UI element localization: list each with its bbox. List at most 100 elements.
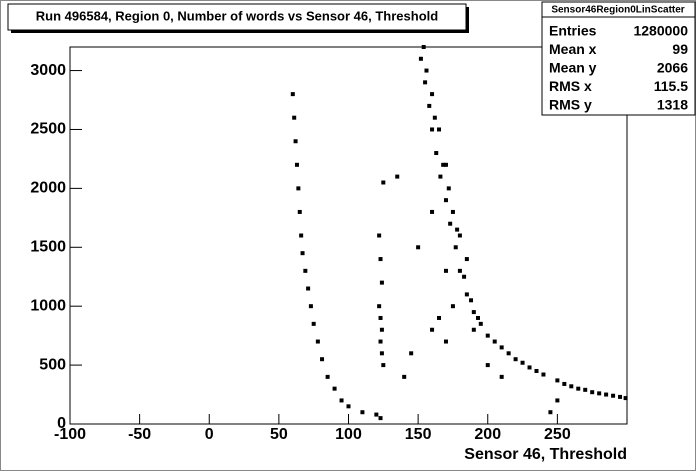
point bbox=[534, 368, 539, 373]
stats-box bbox=[541, 1, 696, 116]
stats-label: Entries bbox=[549, 23, 597, 39]
point bbox=[450, 209, 455, 214]
marks bbox=[290, 45, 628, 421]
point bbox=[339, 398, 344, 403]
point bbox=[611, 393, 616, 398]
point bbox=[478, 321, 483, 326]
point bbox=[308, 304, 313, 309]
point bbox=[471, 310, 476, 315]
point bbox=[378, 315, 383, 320]
point bbox=[583, 387, 588, 392]
y-tick-label: 2500 bbox=[30, 121, 66, 138]
point bbox=[381, 180, 386, 185]
point bbox=[455, 227, 460, 232]
stats-value: 1318 bbox=[657, 97, 688, 113]
point bbox=[332, 386, 337, 391]
point bbox=[395, 174, 400, 179]
point bbox=[378, 416, 383, 421]
point bbox=[499, 374, 504, 379]
x-tick-label: 100 bbox=[335, 426, 362, 443]
point bbox=[576, 386, 581, 391]
point bbox=[409, 351, 414, 356]
stats-label: Mean x bbox=[549, 41, 597, 57]
point bbox=[450, 304, 455, 309]
point bbox=[430, 209, 435, 214]
point bbox=[453, 245, 458, 250]
x-tick-label: -50 bbox=[128, 426, 151, 443]
point bbox=[443, 268, 448, 273]
point bbox=[520, 360, 525, 365]
point bbox=[402, 374, 407, 379]
point bbox=[378, 339, 383, 344]
point bbox=[297, 209, 302, 214]
point bbox=[499, 345, 504, 350]
point bbox=[462, 274, 467, 279]
y-tick-label: 0 bbox=[57, 415, 66, 432]
stats-value: 2066 bbox=[657, 60, 688, 76]
point bbox=[555, 378, 560, 383]
y-tick-label: 500 bbox=[39, 356, 66, 373]
point bbox=[623, 396, 628, 401]
point bbox=[441, 162, 446, 167]
point bbox=[485, 333, 490, 338]
point bbox=[360, 410, 365, 415]
point bbox=[434, 151, 439, 156]
point bbox=[346, 404, 351, 409]
point bbox=[548, 410, 553, 415]
point bbox=[379, 280, 384, 285]
point bbox=[424, 68, 429, 73]
point bbox=[476, 315, 481, 320]
point bbox=[506, 351, 511, 356]
x-axis-label: Sensor 46, Threshold bbox=[464, 446, 627, 463]
point bbox=[446, 186, 451, 191]
point bbox=[555, 398, 560, 403]
point bbox=[485, 363, 490, 368]
point bbox=[381, 363, 386, 368]
point bbox=[604, 392, 609, 397]
stats-label: RMS y bbox=[549, 97, 592, 113]
chart-title: Run 496584, Region 0, Number of words vs… bbox=[36, 8, 438, 23]
point bbox=[562, 381, 567, 386]
y-tick-label: 1500 bbox=[30, 239, 66, 256]
point bbox=[377, 304, 382, 309]
y-tick-label: 2000 bbox=[30, 180, 66, 197]
point bbox=[527, 365, 532, 370]
point bbox=[432, 115, 437, 120]
title-box bbox=[7, 3, 467, 31]
y-tick-label: 3000 bbox=[30, 62, 66, 79]
point bbox=[378, 257, 383, 262]
point bbox=[457, 233, 462, 238]
point bbox=[430, 92, 435, 97]
point bbox=[379, 351, 384, 356]
point bbox=[430, 127, 435, 132]
x-tick-label: 150 bbox=[405, 426, 432, 443]
point bbox=[303, 268, 308, 273]
y-tick-label: 1000 bbox=[30, 297, 66, 314]
point bbox=[437, 315, 442, 320]
x-tick-label: 200 bbox=[474, 426, 501, 443]
point bbox=[618, 394, 623, 399]
point bbox=[513, 357, 518, 362]
point bbox=[443, 339, 448, 344]
stats-label: Mean y bbox=[549, 60, 597, 76]
point bbox=[379, 327, 384, 332]
point bbox=[296, 186, 301, 191]
point bbox=[423, 80, 428, 85]
point bbox=[300, 251, 305, 256]
point bbox=[438, 174, 443, 179]
point bbox=[541, 372, 546, 377]
point bbox=[427, 103, 432, 108]
point bbox=[597, 391, 602, 396]
x-tick-label: -100 bbox=[54, 426, 86, 443]
point bbox=[448, 221, 453, 226]
point bbox=[299, 233, 304, 238]
point bbox=[290, 92, 295, 97]
point bbox=[377, 233, 382, 238]
stats-value: 1280000 bbox=[633, 23, 688, 39]
point bbox=[320, 357, 325, 362]
stats-value: 99 bbox=[672, 41, 688, 57]
point bbox=[293, 139, 298, 144]
x-tick-label: 250 bbox=[544, 426, 571, 443]
point bbox=[430, 327, 435, 332]
